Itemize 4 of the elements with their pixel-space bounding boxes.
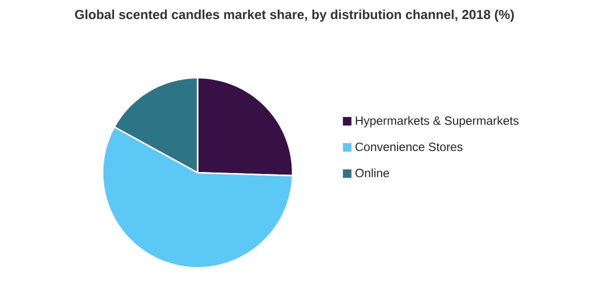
chart-title: Global scented candles market share, by distribution channel, 2018 (%) (75, 10, 514, 22)
legend-label: Hypermarkets & Supermarkets (356, 116, 518, 128)
legend-label: Convenience Stores (356, 142, 463, 152)
legend-label: Online (355, 168, 390, 178)
